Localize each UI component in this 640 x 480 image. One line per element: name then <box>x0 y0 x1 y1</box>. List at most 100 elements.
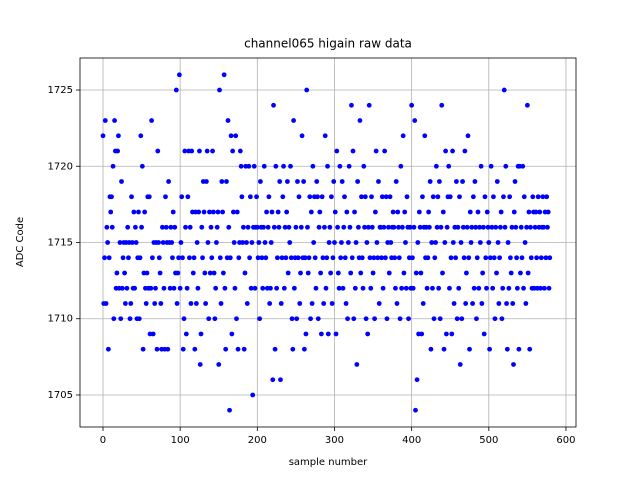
point <box>115 148 121 154</box>
point <box>454 316 460 322</box>
point <box>460 179 465 184</box>
point <box>119 285 125 291</box>
x-tick-label: 300 <box>325 435 344 446</box>
plot-frame <box>79 57 577 428</box>
point <box>476 285 482 291</box>
point <box>233 133 239 139</box>
point <box>486 240 492 245</box>
y-tick-label: 1725 <box>48 85 73 96</box>
point <box>526 209 532 215</box>
point <box>268 240 274 245</box>
point <box>149 255 155 261</box>
point <box>220 270 226 276</box>
point <box>398 163 404 169</box>
point <box>493 224 499 230</box>
point <box>264 209 269 215</box>
point <box>446 163 452 169</box>
point <box>484 285 489 291</box>
point <box>318 270 323 276</box>
x-tick-label: 0 <box>100 435 106 446</box>
point <box>328 270 334 276</box>
point <box>528 255 534 261</box>
point <box>372 209 378 215</box>
point <box>100 133 106 139</box>
point <box>356 224 361 230</box>
point <box>153 285 158 291</box>
point <box>448 255 454 261</box>
point <box>358 270 364 276</box>
point <box>396 224 401 230</box>
point <box>118 316 124 322</box>
point <box>381 224 387 230</box>
point <box>524 102 530 108</box>
point <box>169 240 175 245</box>
point <box>339 240 344 245</box>
point <box>328 194 334 200</box>
point <box>322 224 327 230</box>
point <box>457 194 462 200</box>
point <box>297 301 303 306</box>
point <box>180 255 185 261</box>
point <box>239 194 245 200</box>
point <box>484 209 490 215</box>
point <box>322 133 328 139</box>
point <box>289 316 295 322</box>
point <box>335 224 340 230</box>
point <box>295 255 301 261</box>
point <box>112 118 117 123</box>
point <box>183 224 188 230</box>
point <box>305 270 311 276</box>
point <box>443 148 448 154</box>
point <box>521 285 526 291</box>
point <box>504 346 510 352</box>
point <box>347 224 353 230</box>
point <box>143 301 149 306</box>
point <box>312 255 318 261</box>
point <box>366 102 372 108</box>
point <box>487 255 493 261</box>
point <box>284 209 290 215</box>
point <box>326 240 332 245</box>
x-tick-label: 100 <box>171 435 190 446</box>
point <box>170 255 175 261</box>
point <box>305 224 310 230</box>
point <box>244 240 249 245</box>
point <box>491 194 496 200</box>
point <box>241 224 246 230</box>
point <box>158 301 164 306</box>
point <box>176 255 182 261</box>
point <box>403 285 409 291</box>
point <box>215 209 221 215</box>
point <box>316 224 322 230</box>
point <box>126 255 131 261</box>
point <box>291 285 297 291</box>
point <box>214 224 220 230</box>
point <box>177 285 183 291</box>
point <box>450 240 456 245</box>
point <box>324 255 330 261</box>
point <box>218 301 224 306</box>
point <box>437 179 442 184</box>
point <box>109 194 114 200</box>
point <box>313 285 319 291</box>
point <box>163 224 169 230</box>
point <box>426 224 432 230</box>
point <box>466 255 472 261</box>
point <box>447 194 453 200</box>
point <box>332 240 337 245</box>
point <box>319 194 325 200</box>
point <box>244 301 250 306</box>
point <box>287 240 293 245</box>
point <box>221 72 227 78</box>
point <box>256 240 262 245</box>
point <box>436 285 442 291</box>
point <box>513 224 519 230</box>
point <box>350 148 356 154</box>
point <box>301 346 307 352</box>
point <box>524 224 530 230</box>
point <box>500 285 506 291</box>
chart-title: channel065 higain raw data <box>244 37 412 51</box>
point <box>207 270 213 276</box>
point <box>433 240 438 245</box>
point <box>506 285 512 291</box>
